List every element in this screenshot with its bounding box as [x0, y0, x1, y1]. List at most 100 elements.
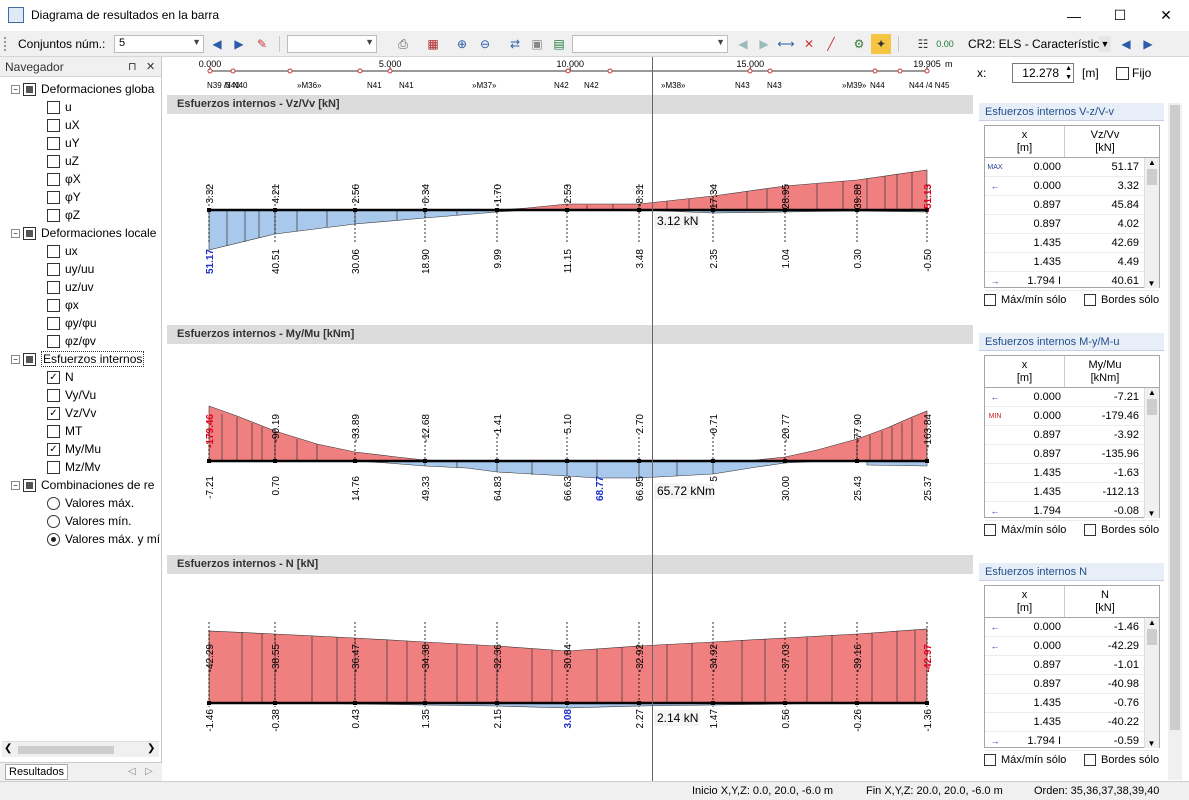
tree-item[interactable]: u: [0, 98, 161, 116]
scroll-thumb[interactable]: [18, 746, 114, 754]
pick-icon[interactable]: ✎: [256, 37, 268, 51]
table-row[interactable]: ← 0.000 3.32: [985, 177, 1159, 196]
close-button[interactable]: ✕: [1160, 7, 1172, 23]
tree-item[interactable]: Valores máx.: [0, 494, 161, 512]
tree-item[interactable]: uz/uv: [0, 278, 161, 296]
table-row[interactable]: ← 0.000 -1.46: [985, 618, 1159, 637]
scroll-down-icon[interactable]: ▼: [1147, 279, 1156, 288]
close-icon[interactable]: ✕: [146, 61, 156, 73]
table-row[interactable]: ← 0.000 -42.29: [985, 637, 1159, 656]
table-row[interactable]: 1.435 42.69: [985, 234, 1159, 253]
beam-line-icon[interactable]: ╱: [827, 37, 835, 51]
scroll-thumb[interactable]: [1170, 105, 1180, 730]
table-row[interactable]: MIN 0.000 -179.46: [985, 407, 1159, 426]
tab-next-icon[interactable]: ▷: [145, 766, 153, 777]
option-maxmin[interactable]: Máx/mín sólo: [984, 521, 1066, 539]
next-arrow-icon[interactable]: ▶: [234, 37, 244, 51]
checkbox[interactable]: [47, 316, 60, 330]
scroll-up-icon[interactable]: ▲: [1148, 158, 1156, 167]
empty-combo-2[interactable]: ▼: [572, 35, 728, 53]
table-row[interactable]: 0.897 -135.96: [985, 445, 1159, 464]
option-maxmin[interactable]: Máx/mín sólo: [984, 291, 1066, 309]
checkbox[interactable]: [1084, 294, 1096, 306]
table-scrollbar[interactable]: ▲ ▼: [1144, 618, 1159, 748]
tree-item[interactable]: MT: [0, 422, 161, 440]
checkbox[interactable]: [47, 424, 60, 438]
checkbox[interactable]: ✓: [47, 406, 60, 420]
beam-icon[interactable]: ⟷: [777, 37, 795, 51]
spin-icon[interactable]: ▲ ▼: [1065, 65, 1072, 81]
scroll-down-icon[interactable]: ▼: [1147, 509, 1156, 518]
horizontal-scrollbar[interactable]: ❮ ❯: [2, 741, 159, 757]
tab-prev-icon[interactable]: ◁: [128, 766, 136, 777]
checkbox[interactable]: [47, 334, 60, 348]
scroll-thumb[interactable]: [1147, 169, 1157, 185]
scroll-right-icon[interactable]: ❯: [147, 743, 156, 754]
checkbox[interactable]: [47, 172, 60, 186]
results-icon[interactable]: ✦: [871, 34, 891, 54]
tree-item[interactable]: ✓ N: [0, 368, 161, 386]
collapse-icon[interactable]: −: [11, 480, 20, 490]
tree-item[interactable]: Vy/Vu: [0, 386, 161, 404]
table-row[interactable]: → 1.794 I -0.59: [985, 732, 1159, 751]
table-row[interactable]: 1.435 4.49: [985, 253, 1159, 272]
checkbox[interactable]: [47, 118, 60, 132]
pin-icon[interactable]: ⊓: [128, 61, 137, 73]
table-row[interactable]: 1.435 -40.22: [985, 713, 1159, 732]
next-combo-icon[interactable]: ▶: [1143, 37, 1153, 51]
checkbox[interactable]: [47, 208, 60, 222]
sets-combo[interactable]: 5 ▼: [114, 35, 204, 53]
tree-item[interactable]: − Deformaciones locale: [0, 224, 161, 242]
tree-item[interactable]: uX: [0, 116, 161, 134]
checkbox[interactable]: [23, 82, 36, 96]
table-row[interactable]: 1.435 -1.63: [985, 464, 1159, 483]
tree-item[interactable]: Valores mín.: [0, 512, 161, 530]
checkbox[interactable]: [47, 460, 60, 474]
tree-item[interactable]: φx: [0, 296, 161, 314]
option-maxmin[interactable]: Máx/mín sólo: [984, 751, 1066, 769]
table-icon[interactable]: ▦: [427, 37, 439, 51]
collapse-icon[interactable]: −: [11, 354, 20, 364]
empty-combo-1[interactable]: ▼: [287, 35, 377, 53]
zoom-out-icon[interactable]: ⊖: [479, 37, 491, 51]
excel-icon[interactable]: ▤: [553, 37, 565, 51]
scroll-left-icon[interactable]: ❮: [4, 743, 13, 754]
table-row[interactable]: 0.897 -3.92: [985, 426, 1159, 445]
tree-item[interactable]: Valores máx. y mí: [0, 530, 161, 548]
radio-button[interactable]: [47, 514, 60, 528]
checkbox[interactable]: [47, 280, 60, 294]
table-row[interactable]: 1.435 -0.76: [985, 694, 1159, 713]
prev-arrow-icon[interactable]: ◀: [212, 37, 222, 51]
checkbox[interactable]: [47, 388, 60, 402]
checkbox[interactable]: ✓: [47, 370, 60, 384]
minimize-button[interactable]: —: [1067, 7, 1081, 24]
maximize-button[interactable]: ☐: [1113, 7, 1127, 23]
tree-item[interactable]: ux: [0, 242, 161, 260]
collapse-icon[interactable]: −: [11, 228, 20, 238]
prev-combo-icon[interactable]: ◀: [1121, 37, 1131, 51]
option-bordes[interactable]: Bordes sólo: [1084, 751, 1159, 769]
checkbox[interactable]: [47, 136, 60, 150]
option-bordes[interactable]: Bordes sólo: [1084, 291, 1159, 309]
checkbox[interactable]: [47, 244, 60, 258]
checkbox[interactable]: [47, 298, 60, 312]
table-row[interactable]: 0.897 4.02: [985, 215, 1159, 234]
next-arrow-icon-2[interactable]: ▶: [759, 37, 769, 51]
tree-item[interactable]: ✓ My/Mu: [0, 440, 161, 458]
table-scrollbar[interactable]: ▲ ▼: [1144, 158, 1159, 288]
tree-item[interactable]: φY: [0, 188, 161, 206]
cursor-line[interactable]: [652, 57, 653, 781]
tree-item[interactable]: ✓ Vz/Vv: [0, 404, 161, 422]
list-icon[interactable]: ☷: [917, 37, 929, 51]
table-row[interactable]: ← 1.794 -0.08: [985, 502, 1159, 521]
checkbox[interactable]: [23, 226, 36, 240]
table-row[interactable]: → 1.794 I 40.61: [985, 272, 1159, 291]
table-scrollbar[interactable]: ▲ ▼: [1144, 388, 1159, 518]
table-row[interactable]: 0.897 -40.98: [985, 675, 1159, 694]
tree-item[interactable]: uZ: [0, 152, 161, 170]
option-bordes[interactable]: Bordes sólo: [1084, 521, 1159, 539]
tree-item[interactable]: − Combinaciones de re: [0, 476, 161, 494]
scroll-up-icon[interactable]: ▲: [1148, 618, 1156, 627]
checkbox[interactable]: ✓: [47, 442, 60, 456]
load-combo-label[interactable]: CR2: ELS - Característica: [968, 37, 1107, 51]
